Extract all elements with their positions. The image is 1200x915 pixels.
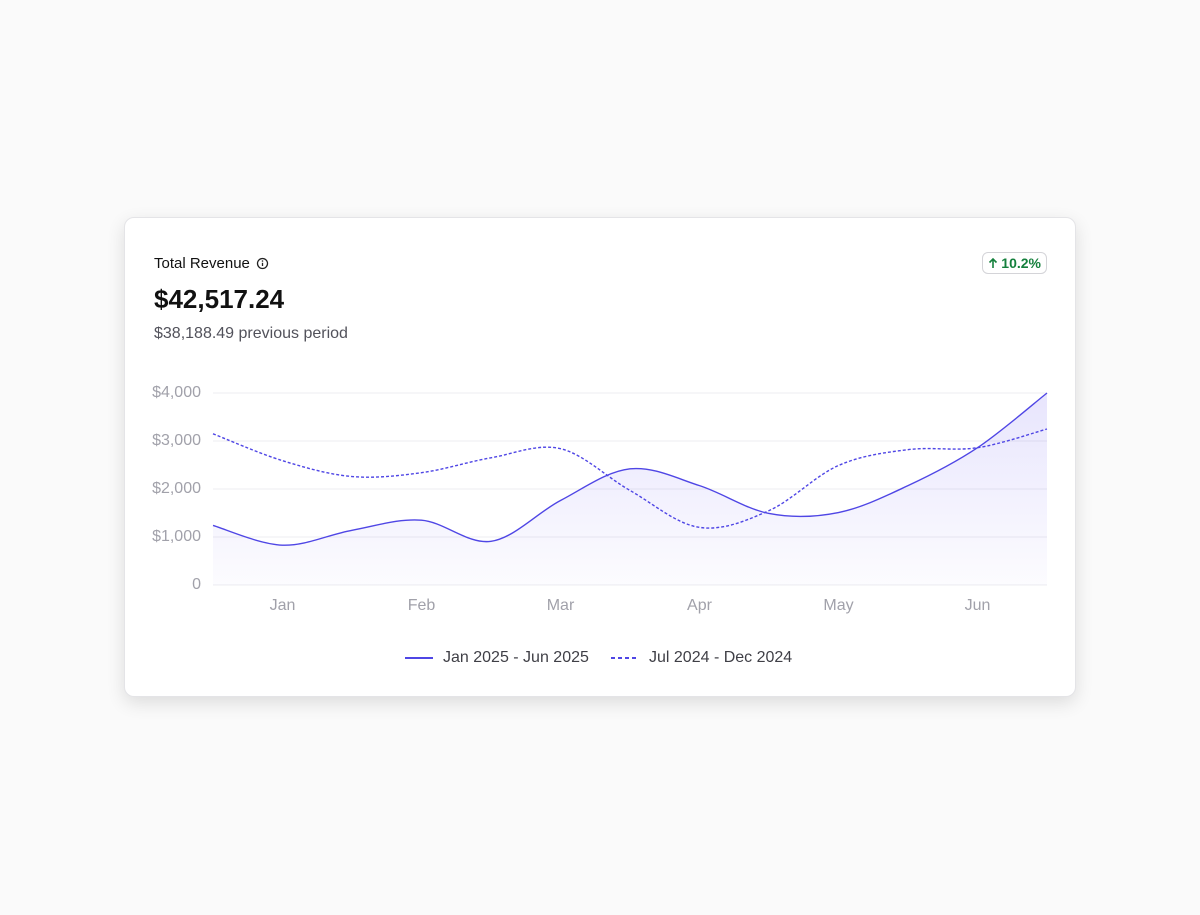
x-tick-label: Mar [547, 597, 575, 614]
y-tick-label: $2,000 [152, 480, 201, 497]
up-arrow [989, 257, 998, 268]
card-title-row: Total Revenue [154, 255, 269, 272]
x-tick-label: Jun [965, 597, 991, 614]
x-tick-label: Feb [408, 597, 436, 614]
x-tick-label: Jan [270, 597, 296, 614]
y-tick-label: $3,000 [152, 432, 201, 449]
info-icon[interactable] [256, 257, 269, 270]
y-tick-label: $4,000 [152, 384, 201, 401]
series-line [212, 392, 1048, 546]
total-value: $42,517.24 [154, 284, 285, 314]
x-tick-label: May [823, 597, 853, 614]
card-title: Total Revenue [154, 255, 250, 272]
y-tick-label: $1,000 [152, 528, 201, 545]
x-tick-label: Apr [687, 597, 713, 614]
legend-label: Jan 2025 - Jun 2025 [443, 649, 589, 666]
previous-value: $38,188.49 previous period [154, 325, 348, 342]
revenue-card: Total Revenue $42,517.24 $38,188.49 prev… [124, 217, 1076, 697]
legend-label: Jul 2024 - Dec 2024 [649, 649, 792, 666]
change-value: 10.2% [1001, 255, 1041, 271]
change-badge: 10.2% [982, 252, 1047, 274]
y-tick-label: 0 [192, 576, 201, 593]
series-line [212, 428, 1048, 529]
area-fill [213, 393, 1047, 585]
